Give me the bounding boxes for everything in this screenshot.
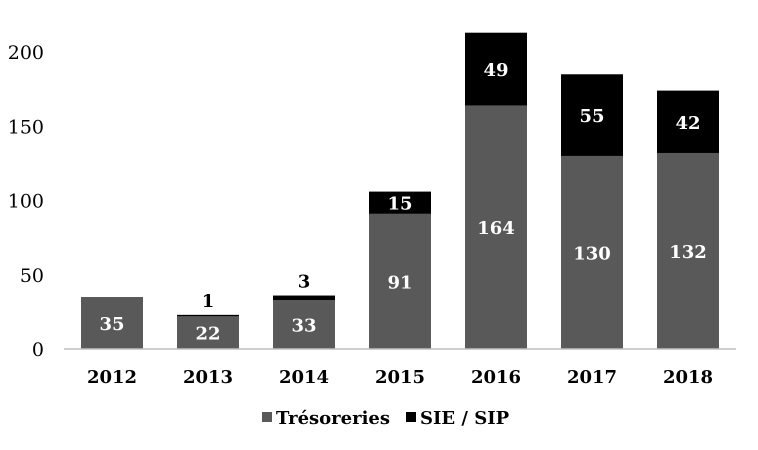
legend: Trésoreries SIE / SIP [262, 408, 510, 429]
y-axis: 0 50 100 150 200 [8, 42, 44, 361]
y-tick-label: 50 [20, 265, 44, 287]
data-label-tresoreries-2012: 35 [99, 314, 124, 335]
y-tick-label: 100 [8, 191, 44, 213]
x-tick-label: 2016 [471, 367, 521, 388]
bar-segment-sie-sip-2018 [657, 90, 719, 153]
legend-item: SIE / SIP [406, 408, 510, 429]
legend-item: Trésoreries [262, 408, 390, 429]
bar-segment-tresoreries-2016 [465, 105, 527, 350]
data-label-sie-sip-2018: 42 [675, 113, 700, 134]
legend-swatch [406, 412, 416, 422]
data-label-sie-sip-2015: 15 [387, 194, 412, 215]
legend-label: Trésoreries [276, 408, 390, 429]
bar-segment-tresoreries-2014 [273, 299, 335, 349]
data-label-tresoreries-2013: 22 [195, 324, 220, 345]
bar-segment-tresoreries-2017 [561, 155, 623, 349]
bar-segment-sie-sip-2013 [177, 314, 239, 317]
data-label-sie-sip-2014: 3 [298, 272, 311, 293]
y-tick-label: 0 [32, 339, 44, 361]
bar-segment-tresoreries-2013 [177, 316, 239, 349]
bar-segment-tresoreries-2015 [369, 213, 431, 349]
bar-segment-sie-sip-2014 [273, 295, 335, 300]
bar-segment-sie-sip-2015 [369, 191, 431, 214]
y-tick-label: 200 [8, 42, 44, 64]
x-tick-label: 2015 [375, 367, 425, 388]
legend-swatch [262, 412, 272, 422]
data-label-sie-sip-2017: 55 [579, 106, 604, 127]
bar-segment-tresoreries-2018 [657, 152, 719, 349]
x-tick-label: 2018 [663, 367, 713, 388]
y-tick-label: 150 [8, 116, 44, 138]
x-axis-labels: 2012 2013 2014 2015 2016 2017 2018 [87, 367, 713, 388]
data-label-tresoreries-2018: 132 [669, 242, 707, 263]
data-label-tresoreries-2017: 130 [573, 243, 611, 264]
data-label-tresoreries-2014: 33 [291, 315, 316, 336]
data-label-sie-sip-2013: 1 [202, 291, 215, 312]
bar-segment-tresoreries-2012 [81, 297, 143, 349]
data-label-tresoreries-2016: 164 [477, 218, 515, 239]
x-tick-label: 2013 [183, 367, 233, 388]
legend-label: SIE / SIP [420, 408, 510, 429]
data-label-sie-sip-2016: 49 [483, 60, 508, 81]
bar-segment-sie-sip-2016 [465, 32, 527, 106]
x-tick-label: 2012 [87, 367, 137, 388]
data-label-tresoreries-2015: 91 [387, 272, 412, 293]
bar-segment-sie-sip-2017 [561, 74, 623, 156]
x-tick-label: 2014 [279, 367, 329, 388]
x-tick-label: 2017 [567, 367, 617, 388]
